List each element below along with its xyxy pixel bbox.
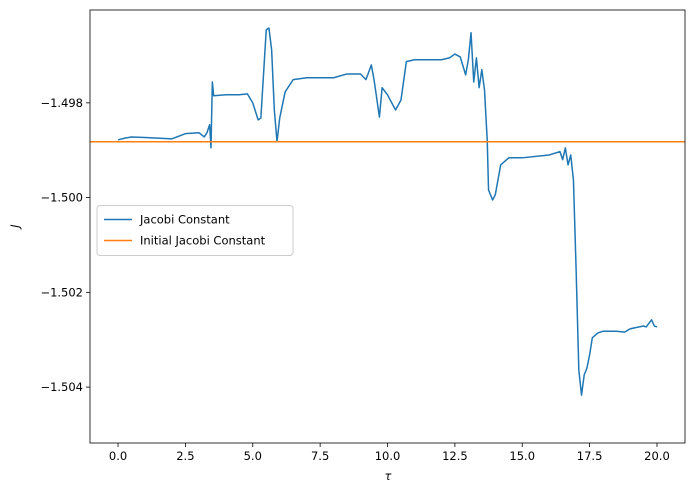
legend: Jacobi Constant Initial Jacobi Constant bbox=[96, 205, 294, 256]
x-tick-label: 0.0 bbox=[109, 449, 127, 463]
y-tick-label: −1.504 bbox=[40, 380, 83, 394]
x-axis-label: τ bbox=[385, 469, 392, 483]
x-tick-label: 12.5 bbox=[442, 449, 468, 463]
y-tick-label: −1.498 bbox=[40, 96, 83, 110]
x-tick-label: 10.0 bbox=[375, 449, 401, 463]
x-tick-label: 5.0 bbox=[244, 449, 262, 463]
legend-label: Initial Jacobi Constant bbox=[140, 234, 266, 248]
y-tick-label: −1.502 bbox=[40, 285, 83, 299]
y-axis-label: J bbox=[8, 224, 22, 230]
data-line bbox=[117, 27, 658, 396]
y-tick-label: −1.500 bbox=[40, 191, 83, 205]
x-tick-label: 17.5 bbox=[577, 449, 603, 463]
legend-label: Jacobi Constant bbox=[139, 213, 230, 227]
plot-frame bbox=[89, 9, 686, 444]
x-tick-label: 15.0 bbox=[509, 449, 535, 463]
x-tick-label: 20.0 bbox=[644, 449, 670, 463]
x-tick-label: 2.5 bbox=[176, 449, 194, 463]
x-tick-label: 7.5 bbox=[311, 449, 329, 463]
legend-box bbox=[96, 205, 294, 256]
